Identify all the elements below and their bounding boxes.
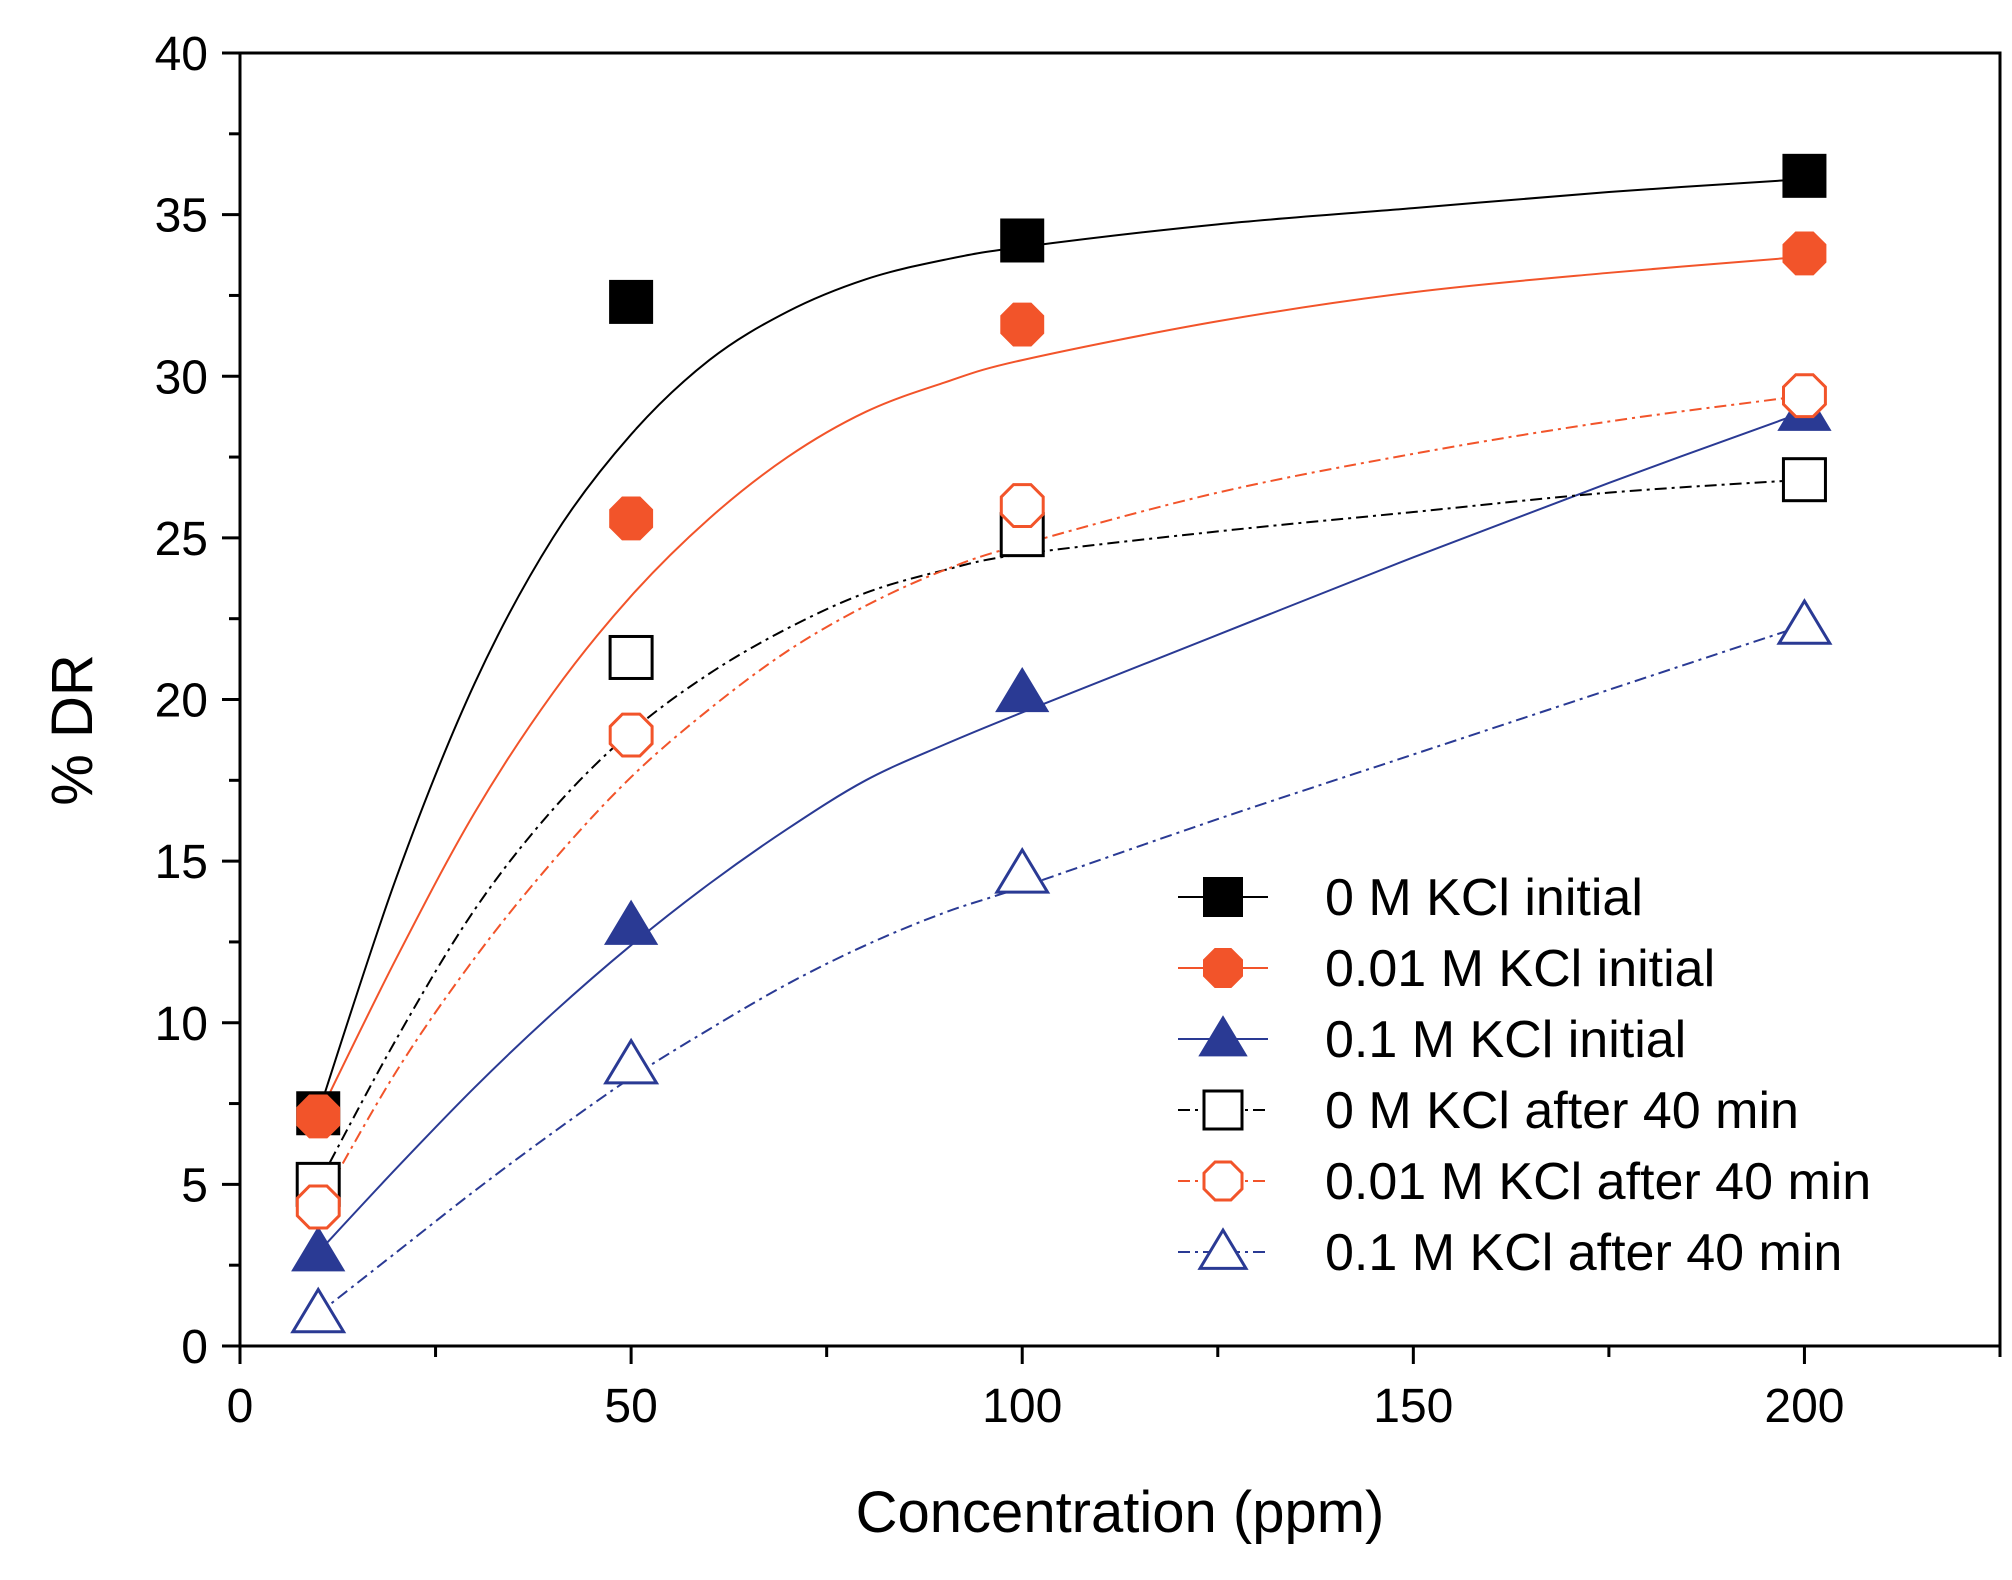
fit-line-series-5 bbox=[317, 624, 1805, 1315]
legend-label: 0 M KCl after 40 min bbox=[1325, 1082, 1799, 1140]
data-point-series-4 bbox=[1782, 373, 1827, 419]
x-tick-label: 0 bbox=[227, 1380, 254, 1433]
legend-marker bbox=[1202, 1089, 1244, 1131]
legend-marker bbox=[1203, 877, 1243, 917]
data-point-series-0 bbox=[1782, 153, 1827, 198]
legend-marker bbox=[1197, 1227, 1249, 1270]
legend-item: 0.1 M KCl initial bbox=[1178, 1011, 1686, 1069]
legend-item: 0.1 M KCl after 40 min bbox=[1178, 1224, 1842, 1282]
y-tick-label: 10 bbox=[155, 998, 208, 1051]
y-tick-label: 40 bbox=[155, 28, 208, 81]
data-point-series-4 bbox=[608, 712, 654, 758]
legend-label: 0.01 M KCl initial bbox=[1325, 940, 1715, 998]
legend-item: 0.01 M KCl after 40 min bbox=[1178, 1153, 1871, 1211]
x-tick-label: 150 bbox=[1373, 1380, 1453, 1433]
legend: 0 M KCl initial 0.01 M KCl initial 0.1 M K… bbox=[1178, 869, 1871, 1282]
legend-label: 0.1 M KCl after 40 min bbox=[1325, 1224, 1842, 1282]
y-axis-title: % DR bbox=[40, 654, 105, 805]
data-point-series-5 bbox=[994, 846, 1051, 894]
data-point-series-0 bbox=[609, 279, 654, 324]
axes: 0 50 100 150 200 0 5 10 15 20 25 30 35 40 bbox=[155, 28, 2002, 1433]
data-markers bbox=[290, 153, 1833, 1334]
fit-line-series-2 bbox=[317, 410, 1805, 1253]
data-point-series-1 bbox=[1000, 302, 1045, 347]
legend-label: 0.1 M KCl initial bbox=[1325, 1011, 1686, 1069]
x-axis-title: Concentration (ppm) bbox=[856, 1480, 1385, 1545]
fit-line-series-0 bbox=[317, 178, 1805, 1114]
data-point-series-0 bbox=[1000, 218, 1045, 263]
data-point-series-4 bbox=[295, 1184, 341, 1230]
data-point-series-1 bbox=[296, 1094, 341, 1139]
data-point-series-1 bbox=[1782, 231, 1827, 276]
y-tick-label: 25 bbox=[155, 513, 208, 566]
data-point-series-2 bbox=[603, 899, 659, 945]
fit-line-series-1 bbox=[317, 255, 1805, 1117]
y-tick-label: 15 bbox=[155, 836, 208, 889]
legend-item: 0 M KCl after 40 min bbox=[1178, 1082, 1799, 1140]
legend-item: 0 M KCl initial bbox=[1178, 869, 1643, 927]
legend-item: 0.01 M KCl initial bbox=[1178, 940, 1715, 998]
legend-marker bbox=[1202, 1160, 1244, 1202]
data-point-series-2 bbox=[291, 1226, 346, 1272]
data-point-series-5 bbox=[603, 1037, 660, 1085]
x-tick-label: 50 bbox=[604, 1380, 657, 1433]
data-point-series-5 bbox=[290, 1286, 347, 1334]
legend-label: 0 M KCl initial bbox=[1325, 869, 1643, 927]
x-tick-label: 200 bbox=[1764, 1380, 1844, 1433]
legend-marker bbox=[1203, 948, 1243, 988]
fit-line-series-4 bbox=[317, 394, 1805, 1208]
y-tick-label: 0 bbox=[181, 1321, 208, 1374]
data-point-series-1 bbox=[609, 496, 654, 541]
y-tick-label: 20 bbox=[155, 675, 208, 728]
data-point-series-3 bbox=[608, 634, 654, 680]
y-tick-label: 30 bbox=[155, 351, 208, 404]
data-point-series-5 bbox=[1776, 598, 1833, 645]
fit-line-series-3 bbox=[317, 478, 1805, 1185]
legend-label: 0.01 M KCl after 40 min bbox=[1325, 1153, 1871, 1211]
fit-lines bbox=[317, 178, 1805, 1315]
y-tick-label: 35 bbox=[155, 190, 208, 243]
y-tick-label: 5 bbox=[181, 1159, 208, 1212]
legend-marker bbox=[1198, 1015, 1248, 1057]
data-point-series-3 bbox=[1781, 457, 1827, 503]
x-tick-label: 100 bbox=[982, 1380, 1062, 1433]
data-point-series-2 bbox=[995, 666, 1050, 713]
data-point-series-4 bbox=[999, 483, 1045, 528]
